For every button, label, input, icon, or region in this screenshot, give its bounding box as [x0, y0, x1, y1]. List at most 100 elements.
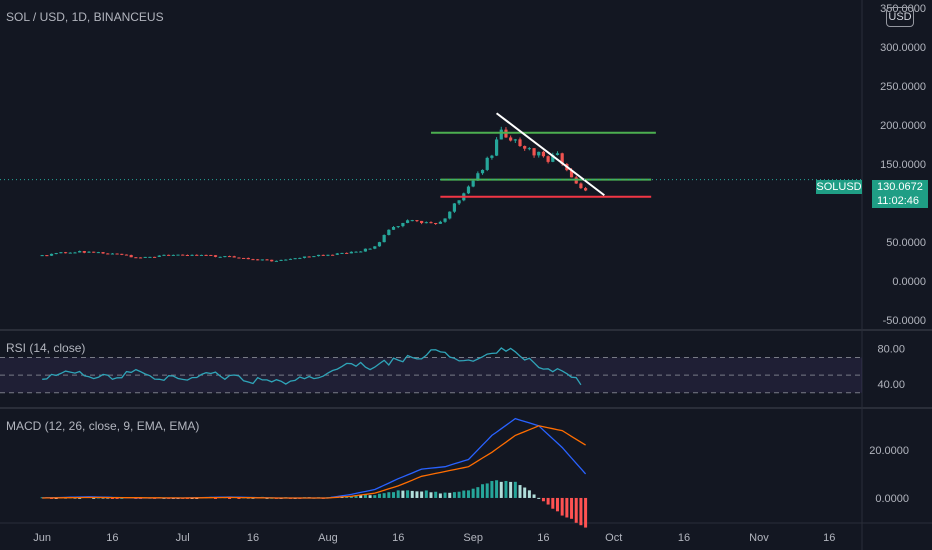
candle — [190, 254, 194, 256]
macd-histogram-bar — [92, 497, 96, 499]
candle — [274, 260, 279, 262]
candle-body — [457, 200, 461, 204]
candle-body — [199, 254, 204, 256]
macd-histogram-bar — [349, 496, 353, 498]
price-axis-tick: 350.0000 — [880, 3, 926, 15]
candle — [242, 257, 246, 259]
candle — [284, 259, 288, 261]
macd-histogram-bar — [570, 497, 574, 519]
candle-body — [420, 220, 424, 223]
candle — [485, 156, 489, 172]
candle-body — [555, 153, 560, 155]
candle — [92, 251, 96, 253]
candle-body — [438, 221, 442, 224]
candle — [157, 255, 161, 257]
macd-histogram-bar — [228, 497, 232, 499]
candle-body — [143, 256, 147, 258]
candle-body — [560, 153, 564, 165]
candle — [541, 150, 546, 158]
candle — [537, 151, 541, 158]
macd-histogram-bar — [373, 495, 377, 498]
candle — [396, 226, 400, 229]
macd-histogram-bar — [443, 492, 447, 498]
candle — [466, 185, 471, 195]
rsi-line — [42, 347, 582, 386]
macd-histogram — [40, 480, 588, 528]
time-axis-tick: Sep — [463, 532, 483, 544]
candle-body — [54, 253, 58, 255]
candle-body — [190, 254, 194, 256]
candle-body — [391, 227, 396, 230]
candle-body — [434, 222, 438, 224]
candle-body — [298, 257, 302, 259]
candle — [410, 219, 414, 222]
candle-body — [157, 255, 161, 257]
time-axis-tick: 16 — [823, 532, 835, 544]
candle — [124, 254, 129, 256]
candle-body — [537, 151, 541, 156]
candle-body — [373, 246, 377, 249]
candle — [232, 255, 236, 258]
candle-body — [82, 251, 86, 253]
candle-body — [480, 169, 485, 174]
candle — [256, 259, 260, 261]
candle-body — [78, 251, 82, 253]
candle — [302, 256, 307, 259]
candle — [415, 220, 419, 223]
macd-histogram-bar — [434, 491, 438, 498]
candle-body — [307, 256, 311, 258]
candle — [176, 254, 180, 256]
candle — [251, 258, 255, 261]
candle — [555, 151, 560, 156]
candle — [298, 257, 302, 259]
candle-body — [443, 218, 447, 222]
candle — [227, 255, 232, 258]
candle-body — [171, 254, 175, 256]
candle — [518, 137, 522, 147]
candle — [321, 254, 325, 256]
macd-histogram-bar — [481, 484, 485, 498]
candle-body — [63, 252, 68, 254]
macd-histogram-bar — [363, 494, 367, 498]
macd-histogram-bar — [518, 485, 522, 498]
macd-histogram-bar — [565, 497, 569, 518]
macd-histogram-bar — [584, 497, 588, 528]
macd-histogram-bar — [462, 490, 466, 498]
candle-body — [270, 259, 274, 262]
candle-body — [45, 255, 49, 257]
candle — [401, 222, 405, 228]
macd-label: MACD (12, 26, close, 9, EMA, EMA) — [6, 419, 200, 433]
candle-body — [162, 254, 166, 256]
candle-body — [532, 148, 536, 156]
candle — [405, 219, 410, 224]
candle-body — [401, 222, 405, 227]
candle — [87, 251, 91, 253]
candle-body — [415, 220, 419, 222]
candle-body — [274, 260, 279, 262]
candle — [288, 258, 293, 260]
candle-body — [335, 253, 339, 255]
candle-body — [223, 256, 227, 258]
candle — [199, 254, 204, 256]
currency-button[interactable]: USD — [886, 7, 914, 27]
macd-histogram-bar — [504, 480, 508, 498]
candle-body — [195, 254, 199, 256]
macd-histogram-bar — [574, 497, 578, 523]
candle — [40, 254, 44, 257]
candle-body — [284, 259, 288, 261]
rsi-axis-tick: 80.00 — [877, 344, 905, 356]
candle-body — [321, 254, 325, 256]
candle — [583, 186, 588, 192]
candle-body — [527, 148, 531, 150]
candle-body — [218, 256, 222, 258]
candle-body — [518, 139, 522, 147]
candle — [195, 254, 199, 256]
rsi-axis-tick: 40.00 — [877, 379, 905, 391]
candle-body — [396, 226, 400, 228]
macd-histogram-bar — [396, 490, 400, 498]
macd-histogram-bar — [214, 497, 217, 499]
macd-histogram-bar — [368, 495, 372, 498]
candle-body — [181, 254, 185, 256]
